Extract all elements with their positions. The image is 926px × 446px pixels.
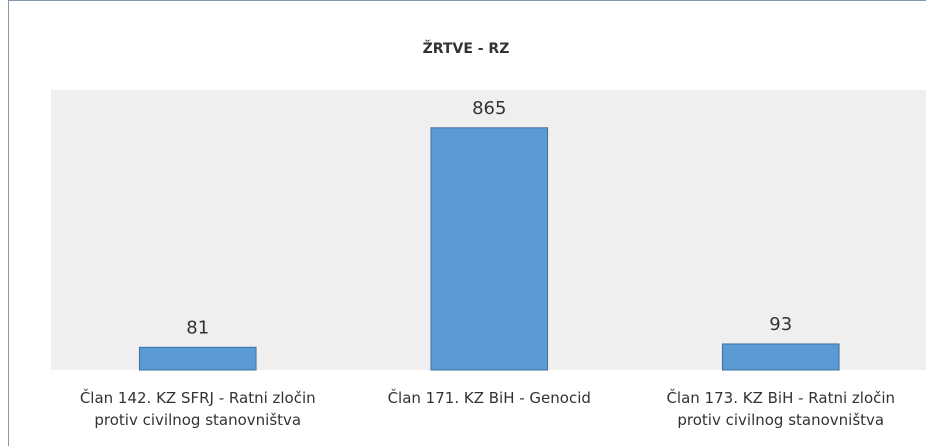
bar [430,127,549,371]
x-tick-label: Član 142. KZ SFRJ - Ratni zločin protiv c… [80,388,316,429]
data-label: 93 [769,314,792,335]
bar [721,343,840,371]
data-label: 81 [186,317,209,338]
x-tick-label: Član 171. KZ BiH - Genocid [388,388,591,407]
x-tick-label: Član 173. KZ BiH - Ratni zločin protiv ci… [666,388,895,429]
data-label: 865 [472,98,506,119]
bar [138,346,257,371]
chart-title: ŽRTVE - RZ [423,40,510,57]
